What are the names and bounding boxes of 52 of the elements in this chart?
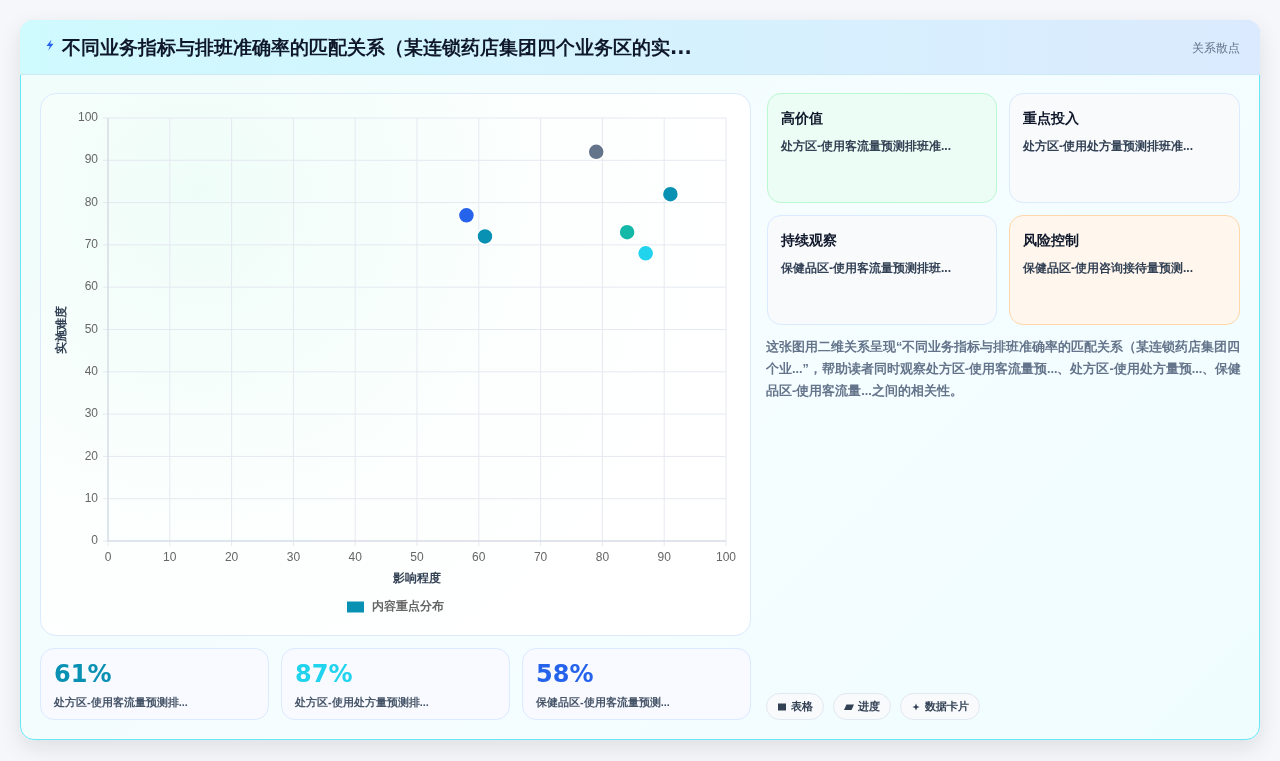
legend-label: 内容重点分布: [372, 599, 444, 614]
text: 处方区-使用客流量预测排...: [54, 695, 188, 709]
legend: 内容重点分布: [347, 599, 444, 614]
x-tick-label: 70: [533, 550, 548, 565]
text: 保健品区-使用客流量预测排班...: [781, 260, 951, 276]
point: [457, 206, 476, 225]
xlabel: 影响程度: [393, 571, 441, 586]
y-tick-label: 40: [84, 363, 99, 378]
y-tick-label: 80: [84, 194, 99, 209]
y-tick-label: 10: [84, 490, 99, 505]
text: 重点投入: [1023, 109, 1079, 128]
point: [476, 227, 494, 246]
text: 这张图用二维关系呈现“不同业务指标与排班准确率的匹配关系（某连锁药店集团四个业...”，帮助读者同时观察处方区-使用客流量预...、处方区-使用处方量预...、保健品区-使用客流量...之间的相关性。: [766, 338, 1242, 400]
x-tick-label: 0: [104, 550, 112, 565]
text: 数据卡片: [925, 699, 969, 714]
x-tick-label: 10: [163, 550, 177, 565]
text: 87%: [295, 660, 353, 688]
text: 进度: [858, 699, 880, 714]
text: 风险控制: [1023, 231, 1079, 250]
y-tick-label: 70: [84, 237, 99, 252]
subtitle: 关系散点: [1192, 40, 1240, 56]
x-tick-label: 90: [657, 550, 672, 565]
point: [587, 143, 605, 161]
y-tick-label: 30: [84, 406, 99, 421]
y-tick-label: 90: [84, 152, 99, 167]
x-tick-label: 100: [715, 550, 737, 565]
ylabel: 实施难度: [54, 305, 69, 354]
x-tick-label: 20: [224, 550, 239, 565]
text: 61%: [54, 660, 112, 688]
point: [661, 185, 680, 203]
point: [618, 223, 636, 241]
text: 处方区-使用客流量预测排班准...: [781, 138, 951, 154]
y-tick-label: 0: [91, 533, 99, 548]
y-tick-label: 100: [77, 110, 99, 125]
text: 处方区-使用处方量预测排班准...: [1023, 138, 1193, 154]
x-tick-label: 80: [595, 550, 610, 565]
text: 保健品区-使用咨询接待量预测...: [1023, 260, 1193, 276]
y-tick-label: 50: [84, 321, 99, 336]
x-tick-label: 50: [410, 550, 424, 565]
text: 58%: [536, 660, 594, 688]
y-tick-label: 20: [84, 448, 99, 463]
text: 保健品区-使用客流量预测...: [536, 695, 670, 709]
text: 处方区-使用处方量预测排...: [295, 695, 429, 709]
title: 不同业务指标与排班准确率的匹配关系（某连锁药店集团四个业务区的实...: [62, 35, 692, 59]
x-tick-label: 40: [348, 550, 363, 565]
text: 高价值: [781, 109, 823, 128]
point: [636, 244, 655, 263]
x-tick-label: 60: [472, 550, 486, 565]
text: 表格: [791, 699, 813, 714]
x-tick-label: 30: [286, 550, 301, 565]
y-tick-label: 60: [84, 279, 99, 294]
text: 持续观察: [781, 231, 837, 250]
